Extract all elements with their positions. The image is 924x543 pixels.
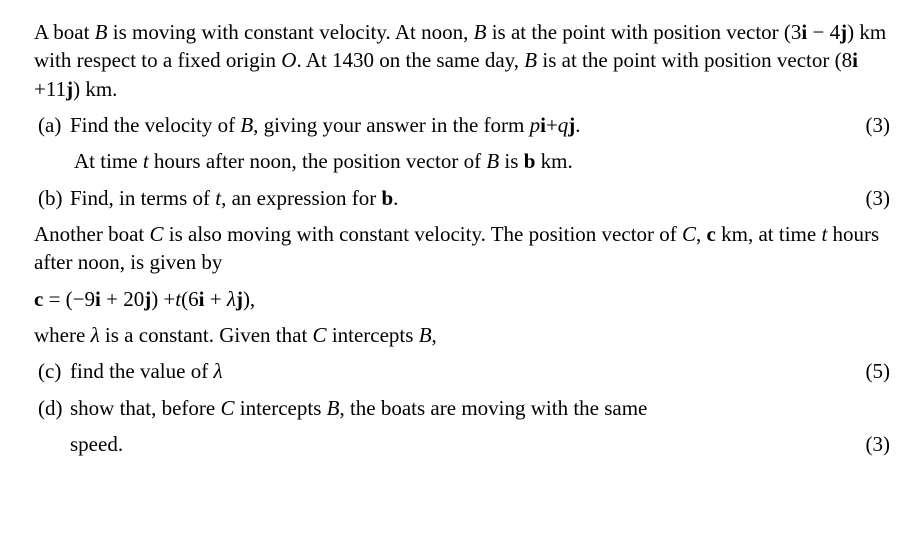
text: intercepts <box>327 323 419 347</box>
part-a-label: (a) <box>34 111 70 139</box>
text: show that, before <box>70 396 220 420</box>
text: ), <box>243 287 255 311</box>
text: where <box>34 323 91 347</box>
part-d-line2: speed. <box>70 430 846 458</box>
var-B: B <box>240 113 253 137</box>
part-a: (a) Find the velocity of B, giving your … <box>34 111 890 139</box>
part-d-body: show that, before C intercepts B, the bo… <box>70 394 846 422</box>
var-B: B <box>419 323 432 347</box>
var-lambda: λ <box>91 323 100 347</box>
var-B: B <box>327 396 340 420</box>
part-c-marks: (5) <box>846 357 890 385</box>
var-B: B <box>474 20 487 44</box>
var-B: B <box>524 48 537 72</box>
text: hours after noon, the position vector of <box>149 149 487 173</box>
part-d: (d) show that, before C intercepts B, th… <box>34 394 890 459</box>
text: is a constant. Given that <box>100 323 313 347</box>
var-B: B <box>486 149 499 173</box>
spacer <box>34 430 70 458</box>
part-a-marks: (3) <box>846 111 890 139</box>
var-C: C <box>220 396 234 420</box>
intro-text: the same day, <box>406 48 525 72</box>
text: is also moving with constant velocity. T… <box>164 222 655 246</box>
text: ) + <box>151 287 175 311</box>
var-C: C <box>149 222 163 246</box>
var-O: O <box>281 48 296 72</box>
intro-paragraph: A boat B is moving with constant velocit… <box>34 18 890 103</box>
part-c-label: (c) <box>34 357 70 385</box>
plus: + <box>546 113 558 137</box>
part-a-body: Find the velocity of B, giving your answ… <box>70 111 846 139</box>
part-d-label: (d) <box>34 394 70 422</box>
intro-text: − 4 <box>807 20 840 44</box>
text: km, at time <box>716 222 822 246</box>
text: Find, in terms of <box>70 186 215 210</box>
text: find the value of <box>70 359 213 383</box>
where-line: where λ is a constant. Given that C inte… <box>34 321 890 349</box>
vec-i: i <box>852 48 858 72</box>
var-p: p <box>530 113 541 137</box>
intro-text: is moving with constant velocity. At noo… <box>108 20 474 44</box>
dot: . <box>575 113 580 137</box>
part-c: (c) find the value of λ (5) <box>34 357 890 385</box>
text: , <box>696 222 707 246</box>
mid-paragraph: Another boat C is also moving with const… <box>34 220 890 277</box>
vec-b: b <box>524 149 536 173</box>
text: is <box>499 149 524 173</box>
equation: c = (−9i + 20j) +t(6i + λj), <box>34 285 890 313</box>
text: , the boats are moving with the same <box>339 396 647 420</box>
text: (6 <box>181 287 199 311</box>
intro-text: is at the point with <box>486 20 648 44</box>
var-C: C <box>682 222 696 246</box>
vec-c: c <box>707 222 716 246</box>
part-d-marks: (3) <box>846 430 890 458</box>
text: km. <box>535 149 572 173</box>
part-b-marks: (3) <box>846 184 890 212</box>
text: , an expression for <box>221 186 381 210</box>
part-a-text: Find the velocity of <box>70 113 240 137</box>
intro-text: +11 <box>34 77 66 101</box>
part-c-body: find the value of λ <box>70 357 846 385</box>
dot: . <box>393 186 398 210</box>
text: , <box>432 323 437 347</box>
text: + <box>204 287 226 311</box>
intro-text: position vector (3 <box>653 20 801 44</box>
intro-text: ) km. <box>73 77 117 101</box>
text: At time <box>74 149 143 173</box>
part-a-text: , giving your answer in the form <box>253 113 529 137</box>
vec-j: j <box>236 287 243 311</box>
vec-c: c <box>34 287 43 311</box>
intro-text: is at the point with position vector (8 <box>537 48 852 72</box>
text: + 20 <box>101 287 144 311</box>
intro-text: . At 1430 on <box>296 48 400 72</box>
var-lambda: λ <box>227 287 236 311</box>
part-b: (b) Find, in terms of t, an expression f… <box>34 184 890 212</box>
vec-b: b <box>381 186 393 210</box>
intro-text: A boat <box>34 20 95 44</box>
var-lambda: λ <box>213 359 222 383</box>
text: of <box>659 222 682 246</box>
after-a-text: At time t hours after noon, the position… <box>34 147 890 175</box>
part-b-label: (b) <box>34 184 70 212</box>
text: = (−9 <box>43 287 95 311</box>
var-B: B <box>95 20 108 44</box>
var-q: q <box>558 113 569 137</box>
var-C: C <box>313 323 327 347</box>
text: Another boat <box>34 222 149 246</box>
part-b-body: Find, in terms of t, an expression for b… <box>70 184 846 212</box>
text: intercepts <box>234 396 326 420</box>
